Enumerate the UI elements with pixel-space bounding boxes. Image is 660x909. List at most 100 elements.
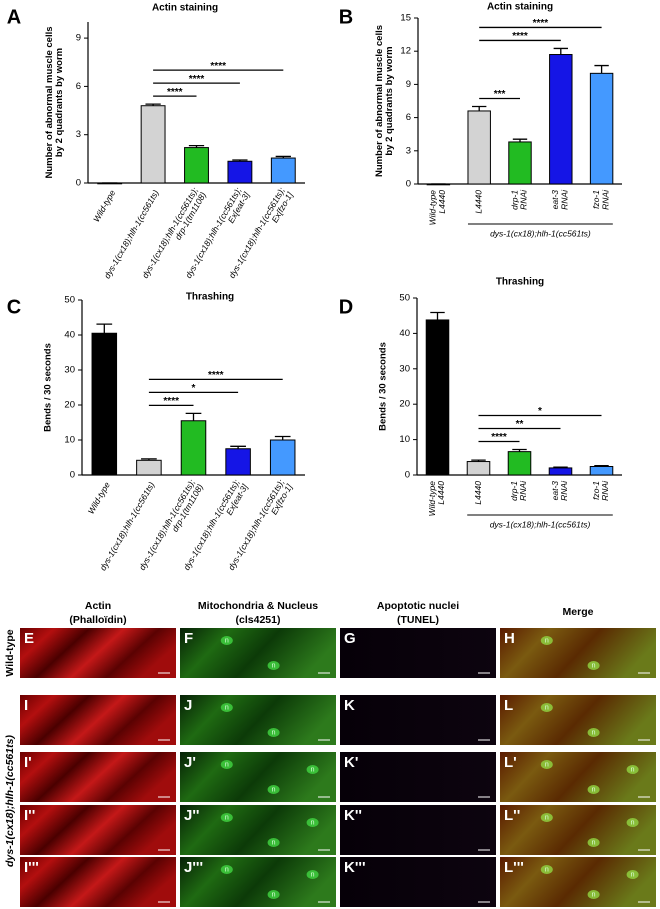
significance-label: **** <box>512 31 528 42</box>
significance-label: ** <box>516 419 524 430</box>
significance-label: **** <box>533 18 549 29</box>
nucleus <box>267 838 280 847</box>
nucleus-label: n <box>545 704 549 711</box>
nucleus <box>587 661 600 670</box>
error-bar <box>185 412 202 421</box>
nucleus-label: n <box>272 839 276 846</box>
panel-letter: J''' <box>184 859 203 876</box>
x-tick-label: Wild-type <box>91 188 117 224</box>
nucleus-label: n <box>272 786 276 793</box>
y-tick-label: 10 <box>399 434 410 445</box>
nucleus <box>220 813 233 822</box>
nucleus-label: n <box>225 637 229 644</box>
x-tick-label: eat-3RNAi <box>550 189 569 210</box>
nucleus <box>626 818 639 827</box>
micrograph <box>500 628 656 678</box>
x-tick-label: fzo-1RNAi <box>591 189 610 210</box>
chart-title: Thrashing <box>186 292 234 303</box>
y-tick-label: 40 <box>64 330 75 341</box>
bar <box>140 105 166 184</box>
text-line: eat-3 <box>550 190 560 210</box>
nucleus-label: n <box>545 637 549 644</box>
bar <box>589 72 614 185</box>
nucleus-label: n <box>592 662 596 669</box>
panel-letter: L <box>504 697 513 714</box>
panel-letter: I''' <box>24 859 39 876</box>
error-bar <box>553 466 568 468</box>
row-group-label: Wild-type <box>4 629 16 676</box>
column-title: Merge <box>563 606 594 618</box>
nucleus <box>267 728 280 737</box>
panel-label: C <box>7 296 21 318</box>
error-bar <box>430 311 445 320</box>
nucleus <box>540 636 553 645</box>
micrograph <box>180 695 336 745</box>
micrograph <box>20 752 176 802</box>
nucleus-label: n <box>631 871 635 878</box>
text-line: fzo-1 <box>591 481 601 500</box>
x-tick-label: fzo-1RNAi <box>591 480 610 501</box>
nucleus-label: n <box>592 729 596 736</box>
micrograph <box>20 695 176 745</box>
nucleus <box>626 870 639 879</box>
nucleus <box>306 818 319 827</box>
text-line: RNAi <box>559 480 569 501</box>
micrograph <box>500 695 656 745</box>
panel-letter: L' <box>504 754 517 771</box>
x-tick-label: L4440 <box>473 481 483 505</box>
significance-label: * <box>192 383 196 394</box>
text-line: RNAi <box>518 480 528 501</box>
bar <box>425 319 450 476</box>
nucleus-label: n <box>592 786 596 793</box>
nucleus <box>540 813 553 822</box>
text-line: by 2 quadrants by worm <box>54 48 65 157</box>
x-tick-label: L4440 <box>473 190 483 214</box>
y-tick-label: 30 <box>399 363 410 374</box>
nucleus-label: n <box>272 662 276 669</box>
y-tick-label: 0 <box>70 470 75 481</box>
panel-letter: J'' <box>184 807 199 824</box>
panel-letter: H <box>504 630 515 647</box>
bar <box>269 439 296 476</box>
y-tick-label: 6 <box>76 81 81 92</box>
text-line: eat-3 <box>550 481 560 501</box>
nucleus-label: n <box>272 891 276 898</box>
y-axis-label: Number of abnormal muscle cellsby 2 quad… <box>373 25 394 177</box>
micrograph <box>500 857 656 907</box>
text-line: by 2 quadrants by worm <box>384 46 395 155</box>
nucleus-label: n <box>545 761 549 768</box>
x-tick-label: drp-1RNAi <box>510 189 529 210</box>
error-bar <box>471 459 486 462</box>
micrograph <box>500 752 656 802</box>
y-tick-label: 9 <box>76 33 81 44</box>
nucleus <box>220 865 233 874</box>
y-tick-label: 40 <box>399 328 410 339</box>
error-bar <box>594 64 609 74</box>
panel-letter: F <box>184 630 193 647</box>
significance-label: **** <box>491 432 507 443</box>
panel-letter: L''' <box>504 859 524 876</box>
error-bar <box>96 323 113 334</box>
nucleus <box>540 865 553 874</box>
bar <box>136 459 162 476</box>
bar <box>548 467 573 476</box>
significance-label: **** <box>208 370 224 381</box>
nucleus <box>587 785 600 794</box>
error-bar <box>512 138 528 142</box>
micrograph <box>340 752 496 802</box>
error-bar <box>230 445 246 449</box>
y-tick-label: 50 <box>399 293 410 304</box>
column-title: Actin <box>85 600 111 612</box>
y-axis-label: Number of abnormal muscle cellsby 2 quad… <box>43 26 64 178</box>
text-line: fzo-1 <box>591 190 601 209</box>
nucleus-label: n <box>545 866 549 873</box>
panel-letter: K''' <box>344 859 366 876</box>
nucleus <box>587 890 600 899</box>
nucleus-label: n <box>592 839 596 846</box>
error-bar <box>553 47 568 55</box>
text-line: RNAi <box>519 189 529 210</box>
y-tick-label: 9 <box>406 79 411 90</box>
y-tick-label: 3 <box>406 145 411 156</box>
y-tick-label: 30 <box>64 365 75 376</box>
